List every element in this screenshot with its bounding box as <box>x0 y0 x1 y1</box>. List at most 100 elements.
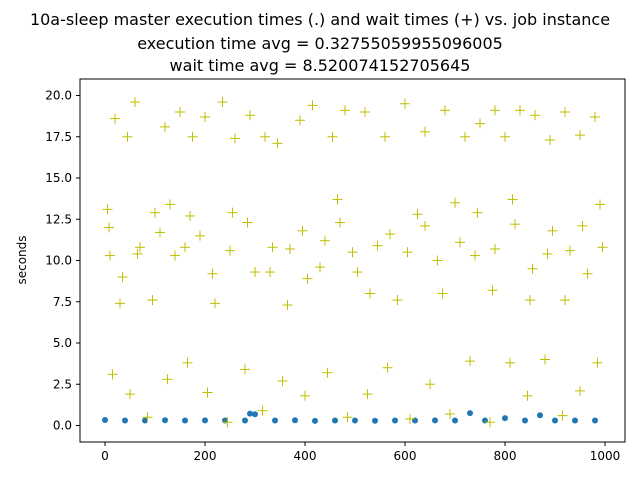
wait-time-point <box>472 207 483 218</box>
y-tick-label: 0.0 <box>53 419 72 433</box>
wait-time-point <box>485 417 495 428</box>
x-tick-label: 800 <box>494 449 517 463</box>
wait-time-point <box>125 389 135 400</box>
wait-time-point <box>385 229 395 240</box>
wait-time-point <box>195 230 205 241</box>
chart-title: 10a-sleep master execution times (.) and… <box>29 10 611 29</box>
wait-time-point <box>440 105 450 116</box>
wait-time-point <box>132 248 143 259</box>
execution-time-point <box>142 417 148 424</box>
execution-time-point <box>502 415 508 422</box>
wait-time-point <box>490 105 500 116</box>
wait-time-point <box>347 247 358 258</box>
wait-time-point <box>142 412 153 423</box>
wait-time-point <box>217 97 228 108</box>
wait-time-point <box>525 295 535 306</box>
wait-time-point <box>245 110 255 121</box>
wait-time-point <box>545 135 555 146</box>
execution-time-point <box>572 417 578 424</box>
wait-time-point <box>115 298 125 309</box>
wait-time-point <box>162 374 173 385</box>
wait-time-point <box>225 245 235 256</box>
execution-time-point <box>592 417 598 424</box>
wait-time-point <box>282 300 293 311</box>
execution-time-point <box>242 417 248 424</box>
wait-time-point <box>322 367 333 378</box>
y-tick-label: 17.5 <box>45 130 72 144</box>
execution-time-point <box>467 410 473 417</box>
wait-time-point <box>460 131 470 142</box>
wait-time-point <box>500 131 510 142</box>
wait-time-point <box>170 250 180 261</box>
wait-time-point <box>400 98 410 109</box>
wait-time-point <box>372 240 383 251</box>
chart-marks <box>102 97 608 428</box>
wait-time-point <box>507 194 518 205</box>
wait-time-point <box>342 412 353 423</box>
wait-time-point <box>107 369 118 380</box>
chart-axes: 0 200 400 600 800 1000 0.0 2.5 5.0 7.5 10.0 12.5 15.… <box>45 78 626 463</box>
wait-time-point <box>420 220 430 231</box>
execution-time-point <box>392 417 398 424</box>
wait-time-point <box>515 105 525 116</box>
wait-time-point <box>560 295 570 306</box>
execution-time-point <box>247 410 253 417</box>
wait-time-point <box>104 222 114 233</box>
y-tick-label: 10.0 <box>45 254 72 268</box>
wait-time-point <box>165 199 175 210</box>
execution-time-point <box>122 417 128 424</box>
wait-time-point <box>450 197 460 208</box>
wait-time-point <box>297 225 308 236</box>
chart-subtitle-wait-avg: wait time avg = 8.520074152705645 <box>169 56 471 75</box>
wait-time-point <box>285 243 295 254</box>
wait-time-point <box>505 357 515 368</box>
wait-time-point <box>327 131 338 142</box>
wait-time-point <box>425 379 435 390</box>
execution-time-point <box>537 412 543 419</box>
wait-time-point <box>392 295 403 306</box>
execution-time-point <box>522 417 528 424</box>
wait-time-point <box>575 130 585 141</box>
wait-time-point <box>487 285 498 296</box>
wait-time-point <box>300 390 310 401</box>
wait-time-point <box>565 245 575 256</box>
execution-time-point <box>292 417 298 424</box>
wait-time-point <box>130 97 140 108</box>
execution-time-point <box>312 417 318 424</box>
wait-time-point <box>210 298 220 309</box>
wait-time-point <box>335 217 345 228</box>
wait-time-point <box>547 225 558 236</box>
wait-time-point <box>527 263 538 274</box>
wait-time-point <box>382 362 393 373</box>
wait-time-point <box>202 387 213 398</box>
plot-frame <box>79 78 626 443</box>
wait-time-point <box>352 267 363 278</box>
wait-time-point <box>185 210 195 221</box>
execution-time-point <box>102 417 108 424</box>
wait-time-point <box>590 111 600 122</box>
wait-time-point <box>332 194 343 205</box>
wait-time-point <box>582 268 593 279</box>
wait-time-point <box>187 131 198 142</box>
wait-time-point <box>295 115 305 126</box>
y-tick-label: 20.0 <box>45 89 72 103</box>
wait-time-point <box>222 417 233 428</box>
wait-time-point <box>117 272 128 282</box>
wait-time-point <box>230 133 240 144</box>
wait-time-point <box>242 217 253 228</box>
y-tick-label: 12.5 <box>45 212 72 226</box>
execution-time-point <box>252 411 258 418</box>
wait-time-point <box>265 267 275 278</box>
wait-time-point <box>465 356 475 367</box>
execution-time-point <box>202 417 208 424</box>
wait-time-point <box>182 357 193 368</box>
y-tick-label: 2.5 <box>53 377 72 391</box>
wait-time-point <box>490 243 500 254</box>
wait-time-point <box>320 235 330 246</box>
wait-time-point <box>250 267 260 278</box>
wait-time-point <box>340 105 350 116</box>
wait-time-point <box>595 199 605 210</box>
y-tick-label: 5.0 <box>53 336 72 350</box>
